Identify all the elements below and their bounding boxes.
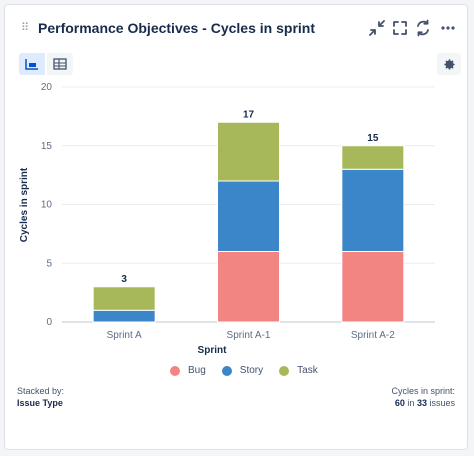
chart-legend: Bug Story Task [170,365,334,376]
summary-label: Cycles in sprint: [391,386,455,396]
y-axis-title: Cycles in sprint [19,167,30,242]
collapse-icon[interactable] [368,19,386,37]
bar-segment-story[interactable] [217,180,280,252]
summary-issues-word: issues [429,398,455,408]
bar-segment-bug[interactable] [217,251,280,323]
legend-swatch [221,365,232,376]
legend-item-bug[interactable]: Bug [170,365,206,376]
bar-total-label: 17 [243,109,255,120]
legend-swatch [170,365,180,376]
bar-segment-task[interactable] [341,145,405,170]
table-view-icon[interactable] [47,53,73,75]
x-tick-label: Sprint A-1 [227,330,271,341]
legend-label: Task [297,365,318,376]
stacked-by-label: Stacked by: [17,386,65,396]
gear-icon[interactable] [437,53,461,75]
legend-label: Bug [188,365,206,376]
gadget-card: ⠿ Performance Objectives - Cycles in spr… [4,4,468,450]
summary-count: 60 [394,398,405,408]
x-tick-label: Sprint A [107,330,142,341]
more-icon[interactable] [439,19,457,37]
stacked-bar-chart: 0 5 10 15 20 3 17 15 Sprint A Sprint A-1 Sprint … [19,82,435,356]
bar-segment-story[interactable] [92,309,156,323]
stacked-by-info: Stacked by: Issue Type [17,385,64,409]
legend-item-task[interactable]: Task [279,365,318,376]
bar-segment-story[interactable] [341,168,405,252]
gadget-header: ⠿ Performance Objectives - Cycles in spr… [5,5,467,55]
y-tick-label: 5 [46,258,52,269]
bar-total-label: 3 [121,274,127,285]
x-axis-title: Sprint [198,345,228,356]
view-toggle [19,53,73,75]
chart-view-icon[interactable] [19,53,45,75]
summary-in: in [407,398,415,408]
x-tick-label: Sprint A-2 [351,330,395,341]
summary-issues-count: 33 [416,398,427,408]
legend-item-story[interactable]: Story [221,365,264,376]
refresh-icon[interactable] [414,19,432,37]
legend-label: Story [239,365,264,376]
y-tick-label: 10 [41,200,53,211]
y-tick-label: 15 [41,141,53,152]
stacked-by-value: Issue Type [17,398,63,408]
fullscreen-icon[interactable] [391,19,409,37]
bar-total-label: 15 [367,133,379,144]
summary-info: Cycles in sprint: 60 in 33 issues [391,385,455,409]
bar-segment-bug[interactable] [341,251,405,323]
bar-segment-task[interactable] [217,121,280,182]
legend-swatch [279,365,290,376]
y-tick-label: 20 [41,82,53,93]
gadget-title: Performance Objectives - Cycles in sprin… [38,20,315,36]
drag-handle-icon[interactable]: ⠿ [21,22,29,34]
bar-segment-task[interactable] [92,286,156,311]
y-tick-label: 0 [46,317,52,328]
